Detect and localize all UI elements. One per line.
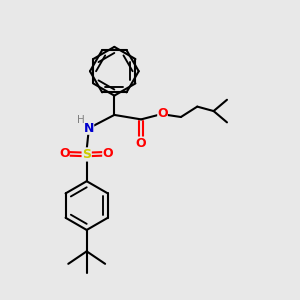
Text: N: N bbox=[84, 122, 94, 135]
Text: O: O bbox=[157, 107, 168, 120]
Text: O: O bbox=[59, 147, 70, 161]
Text: O: O bbox=[136, 137, 146, 150]
Text: H: H bbox=[77, 115, 85, 125]
Text: S: S bbox=[82, 148, 91, 161]
Text: O: O bbox=[102, 147, 113, 161]
